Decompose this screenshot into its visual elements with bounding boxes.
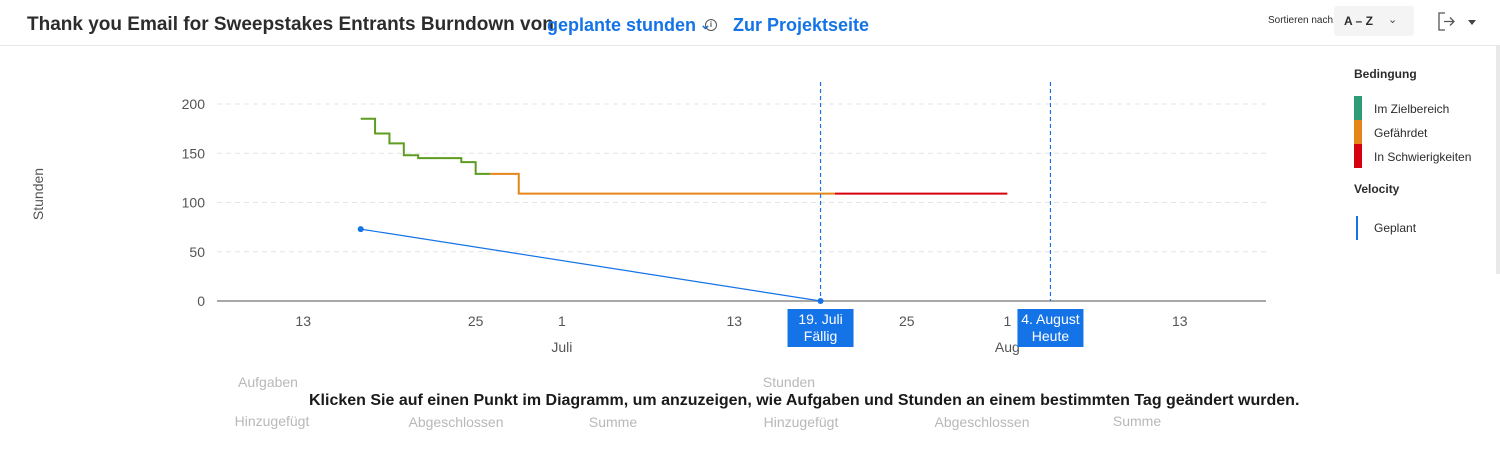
scrollbar[interactable] <box>1496 46 1500 274</box>
marker-kind-label: Heute <box>1032 328 1070 344</box>
metric-dropdown-label: geplante stunden <box>547 15 697 35</box>
stat-group-tasks: Aufgaben <box>238 374 298 390</box>
x-tick-label: 1 <box>558 313 566 329</box>
legend-item-label: Im Zielbereich <box>1374 102 1449 116</box>
y-tick-label: 50 <box>189 244 205 260</box>
velocity-point[interactable] <box>357 226 364 233</box>
legend-item-label: Geplant <box>1374 221 1417 235</box>
marker-date-label: 19. Juli <box>798 311 842 327</box>
y-tick-label: 200 <box>182 96 206 112</box>
today-flag <box>1017 309 1084 347</box>
stat-hours-total: Summe <box>1112 413 1162 429</box>
velocity-point[interactable] <box>817 298 824 304</box>
page-title: Thank you Email for Sweepstakes Entrants… <box>27 14 554 35</box>
velocity-line-geplant[interactable] <box>360 228 821 302</box>
x-tick-label: 13 <box>727 313 743 329</box>
chart-hint: Klicken Sie auf einen Punkt im Diagramm,… <box>309 392 1300 409</box>
export-icon <box>1438 12 1476 31</box>
legend-swatch <box>1354 96 1362 120</box>
chevron-down-icon: ⌄ <box>1388 14 1398 26</box>
burndown-header: Thank you Email for Sweepstakes Entrants… <box>0 0 1500 46</box>
chart-axes: 0 50 100 150 200 Stunden 13 25 1 13 25 1 13 Juli Aug <box>30 96 1266 355</box>
sort-dropdown-value: A – Z <box>1344 14 1373 28</box>
legend-swatch <box>1354 120 1362 144</box>
y-tick-label: 0 <box>197 293 205 309</box>
legend-swatch <box>1354 144 1362 168</box>
legend-condition-title: Bedingung <box>1354 67 1417 81</box>
stat-group-hours: Stunden <box>762 374 816 390</box>
x-tick-label: 25 <box>468 313 484 329</box>
chart-grid <box>217 103 1266 253</box>
sort-label: Sortieren nach: <box>1268 15 1336 26</box>
y-tick-label: 100 <box>182 195 206 211</box>
stat-tasks-added: Hinzugefügt <box>234 413 310 429</box>
x-month-label: Juli <box>551 339 572 355</box>
burndown-line-im-zielbereich[interactable] <box>360 117 491 175</box>
metric-dropdown[interactable]: geplante stunden ⌄ <box>547 15 711 36</box>
x-tick-label: 25 <box>899 313 915 329</box>
x-month-label: Aug <box>995 339 1020 355</box>
stat-hours-completed: Abgeschlossen <box>934 414 1030 430</box>
marker-kind-label: Fällig <box>804 328 837 344</box>
stat-hours-added: Hinzugefügt <box>763 414 839 430</box>
burndown-chart[interactable]: 0 50 100 150 200 Stunden 13 25 1 13 25 1 13 Juli Aug 1… <box>0 46 1500 366</box>
legend-velocity-title: Velocity <box>1354 182 1400 196</box>
sort-dropdown[interactable]: A – Z ⌄ <box>1334 6 1414 36</box>
x-tick-label: 13 <box>295 313 311 329</box>
stat-tasks-completed: Abgeschlossen <box>408 414 504 430</box>
marker-date-label: 4. August <box>1021 311 1079 327</box>
x-tick-label: 1 <box>1003 313 1011 329</box>
info-icon[interactable]: i <box>705 19 717 31</box>
y-axis-label: Stunden <box>30 168 46 220</box>
chart-legend: Bedingung Im Zielbereich Gefährdet In Schwi… <box>1354 67 1471 240</box>
y-tick-label: 150 <box>182 145 206 161</box>
stat-tasks-total: Summe <box>588 414 638 430</box>
legend-item-label: Gefährdet <box>1374 126 1428 140</box>
export-button[interactable] <box>1436 10 1480 34</box>
x-tick-label: 13 <box>1172 313 1188 329</box>
due-date-flag <box>787 309 854 347</box>
burndown-line-gefährdet[interactable] <box>490 172 835 195</box>
legend-item-label: In Schwierigkeiten <box>1374 150 1471 164</box>
chart-series[interactable] <box>357 117 1008 304</box>
project-page-link[interactable]: Zur Projektseite <box>733 15 870 35</box>
